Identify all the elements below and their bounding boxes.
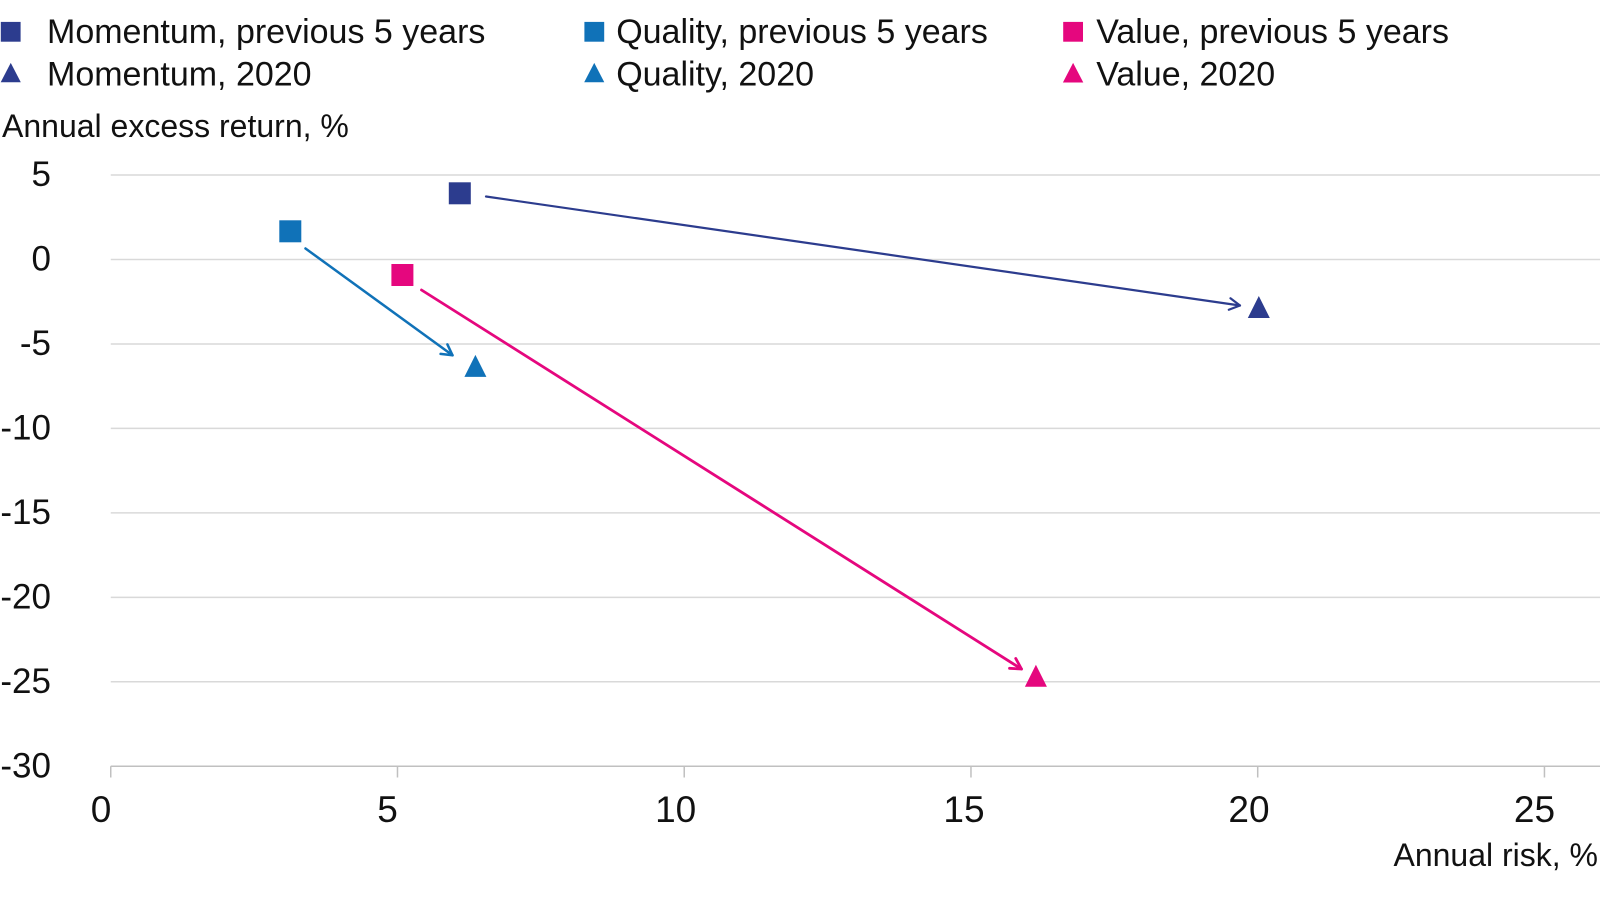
svg-text:0: 0 [32,240,51,279]
svg-text:20: 20 [1228,789,1269,830]
svg-text:5: 5 [32,155,51,194]
svg-text:-30: -30 [0,746,51,785]
svg-text:5: 5 [377,789,398,830]
svg-text:10: 10 [655,789,696,830]
svg-text:Quality, 2020: Quality, 2020 [616,56,814,94]
svg-text:Value, previous 5 years: Value, previous 5 years [1096,13,1449,51]
svg-text:Annual risk, %: Annual risk, % [1393,837,1598,873]
svg-text:0: 0 [91,789,112,830]
svg-text:-25: -25 [0,662,51,701]
svg-text:Quality, previous 5 years: Quality, previous 5 years [616,13,988,51]
svg-text:25: 25 [1514,789,1555,830]
svg-text:-20: -20 [0,577,51,616]
svg-text:-5: -5 [20,324,51,363]
svg-text:Annual excess return, %: Annual excess return, % [2,108,349,144]
svg-text:15: 15 [943,789,984,830]
svg-text:-10: -10 [0,408,51,447]
svg-text:-15: -15 [0,493,51,532]
svg-text:Value, 2020: Value, 2020 [1096,56,1275,94]
svg-text:Momentum, 2020: Momentum, 2020 [47,56,312,94]
svg-text:Momentum, previous 5 years: Momentum, previous 5 years [47,13,485,51]
